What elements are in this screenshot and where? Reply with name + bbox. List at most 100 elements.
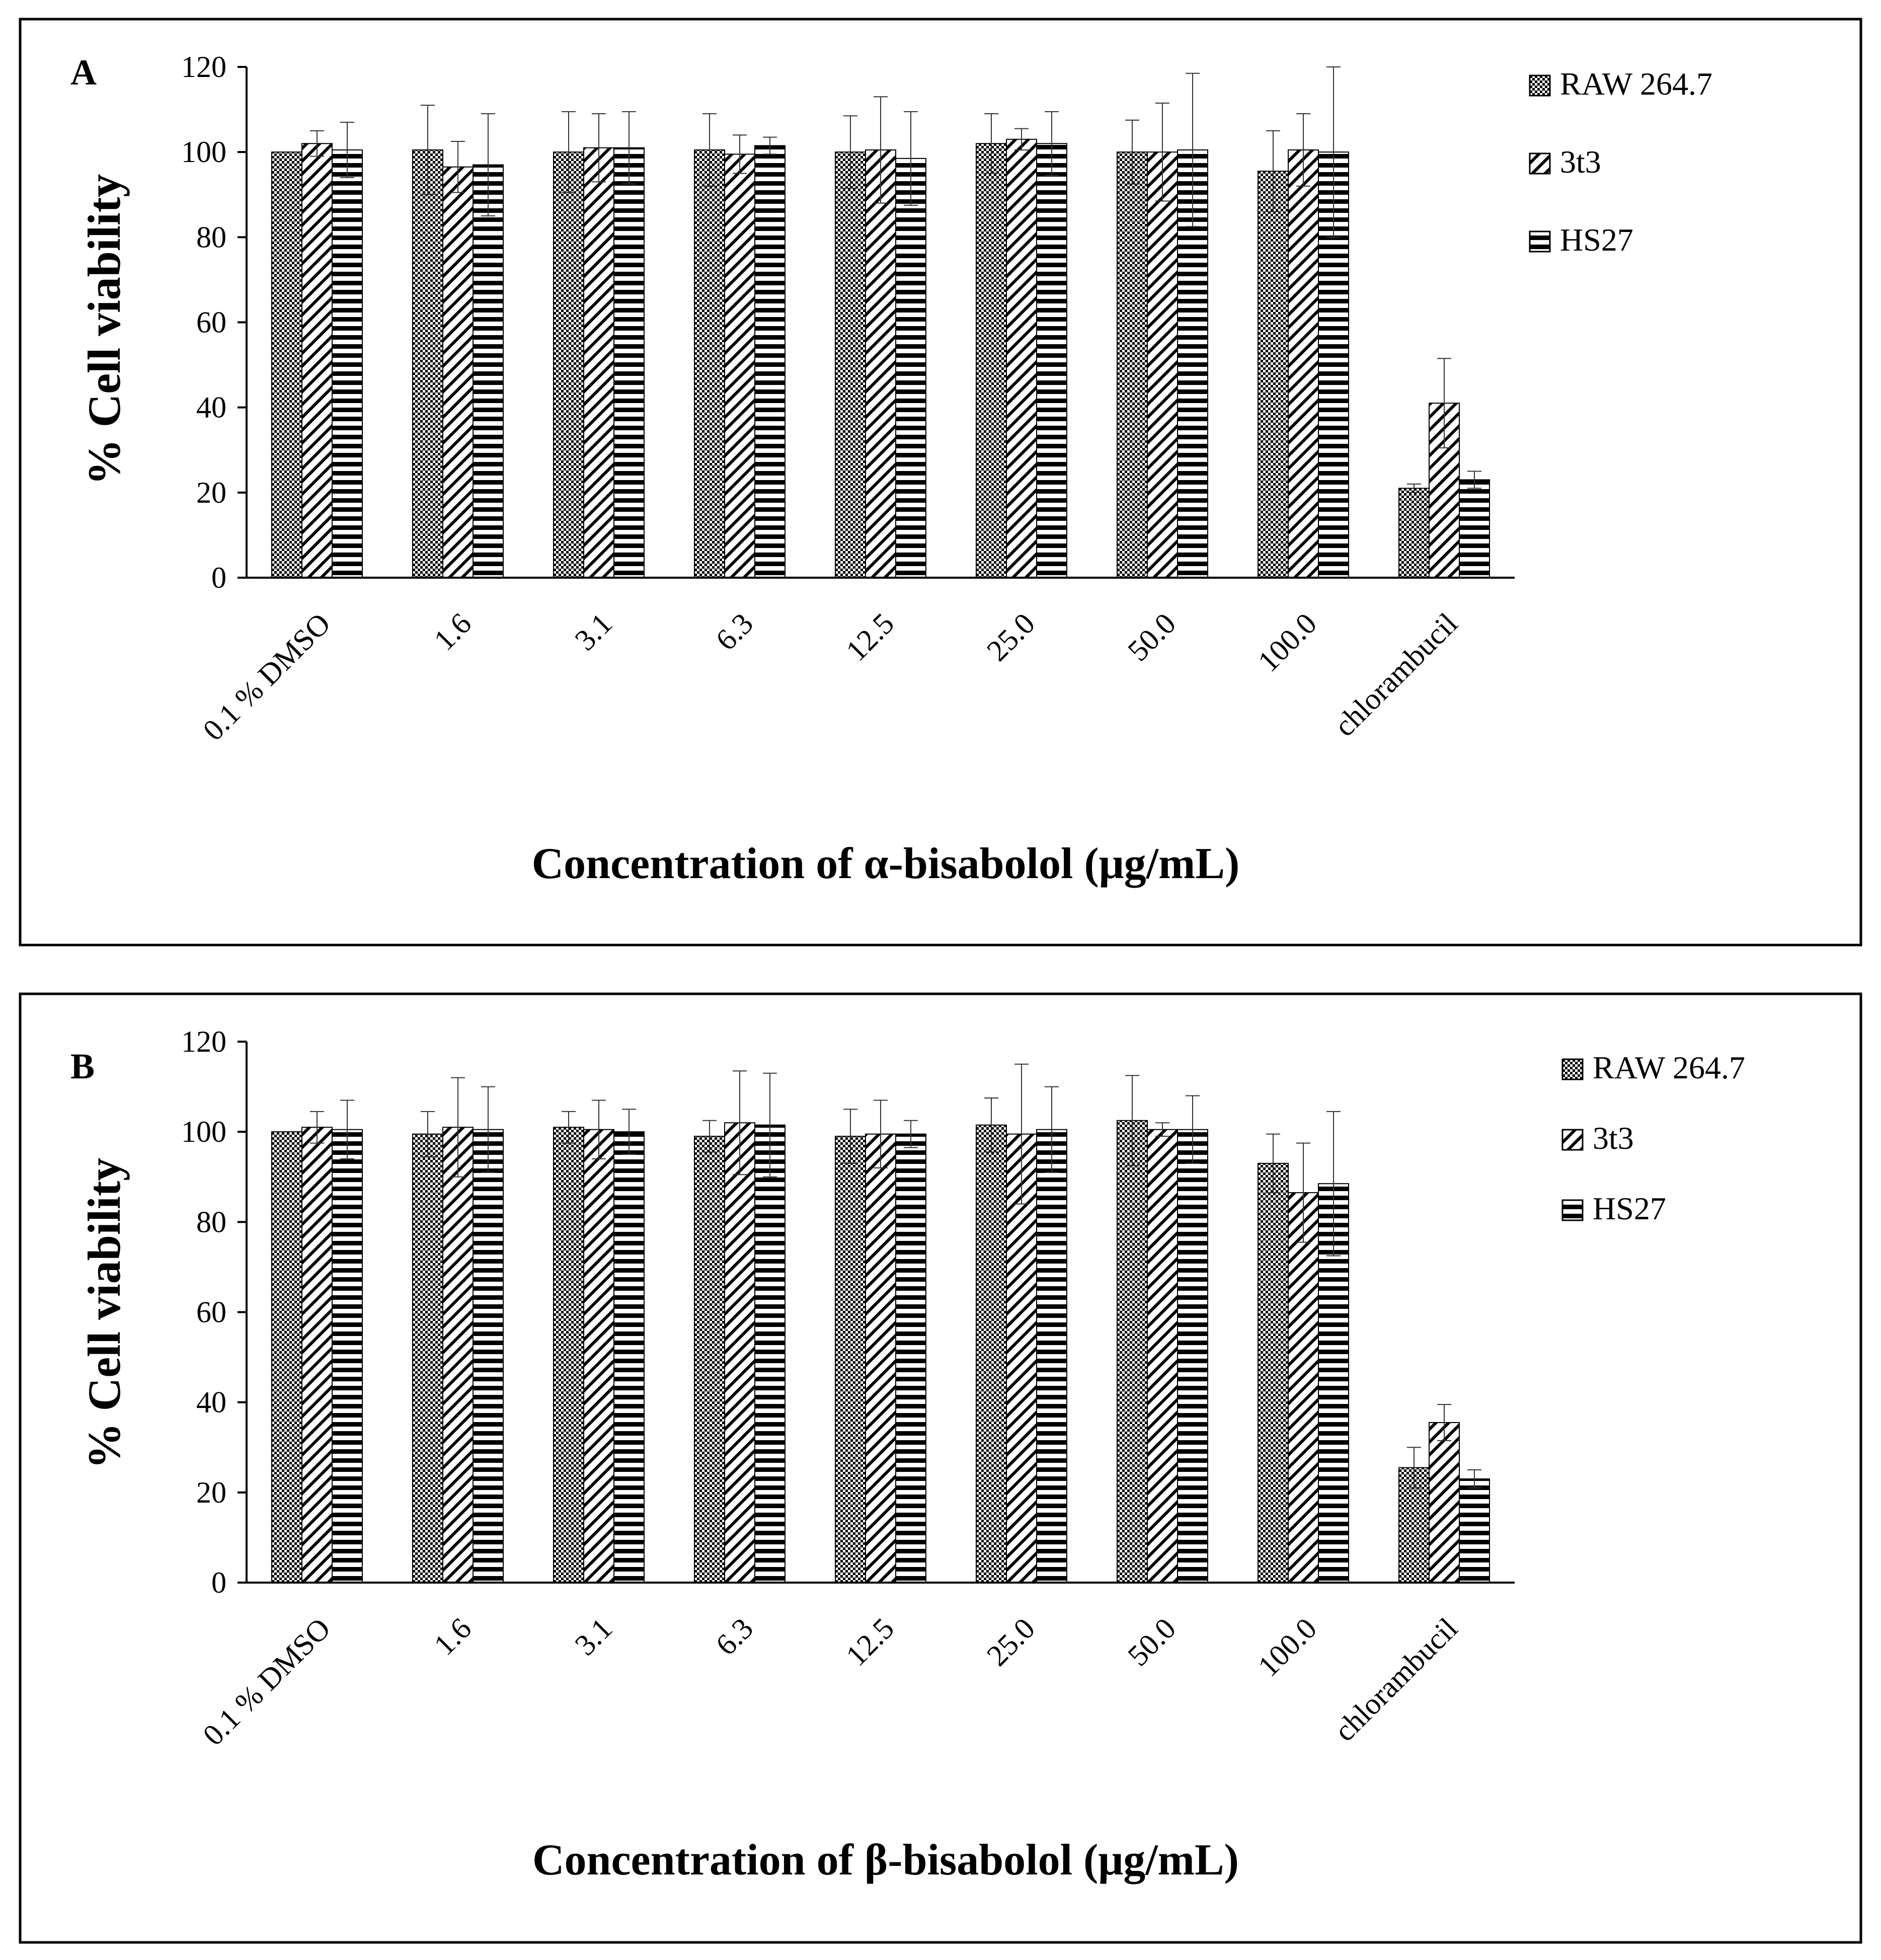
y-tick-label: 80: [196, 1205, 226, 1238]
bar-dots: [271, 1131, 302, 1584]
legend-swatch: [1529, 74, 1551, 97]
x-tick-label: 25.0: [980, 1612, 1041, 1673]
y-tick-label: 120: [181, 50, 226, 84]
legend: RAW 264.7 3t3 HS27: [1561, 1050, 1745, 1226]
panel-b: B % Cell viability Concentration of β-bi…: [19, 992, 1862, 1944]
y-tick-label: 20: [196, 476, 226, 509]
x-tick-label: 100.0: [1251, 607, 1323, 678]
bar-diagonal: [1147, 151, 1178, 578]
bar-diagonal: [583, 147, 614, 579]
bar-dots: [1258, 171, 1289, 578]
bar-diagonal: [724, 1122, 755, 1583]
bar-horizontal: [473, 1129, 504, 1583]
plot-area: 0 20 40 60 80 100 120 0.1 % DMSO 1.6 3.1 6.3 12.5 25…: [181, 1025, 1515, 1752]
x-tick-label: 25.0: [980, 607, 1041, 668]
bar-horizontal: [895, 1133, 926, 1583]
x-axis-title: Concentration of β-bisabolol (μg/mL): [532, 1836, 1239, 1885]
legend-swatch: [1561, 1199, 1584, 1221]
panel-a: A % Cell viability Concentration of α-bi…: [19, 18, 1862, 947]
legend-label: 3t3: [1560, 144, 1601, 180]
y-axis-title: % Cell viability: [79, 1158, 130, 1469]
y-tick-label: 20: [196, 1476, 226, 1509]
panel-label: B: [70, 1046, 95, 1086]
bar-diagonal: [1147, 1129, 1178, 1583]
bar-dots: [835, 1136, 866, 1583]
y-axis-title: % Cell viability: [79, 174, 130, 485]
x-tick-label: 100.0: [1251, 1612, 1323, 1683]
y-tick-label: 100: [181, 1115, 226, 1148]
bar-diagonal: [583, 1129, 614, 1583]
x-tick-label: 12.5: [839, 607, 900, 668]
y-tick-label: 60: [196, 1296, 226, 1329]
bar-dots: [553, 151, 584, 578]
x-axis-title: Concentration of α-bisabolol (μg/mL): [532, 839, 1240, 888]
bar-dots: [412, 1133, 443, 1583]
plot-area: 0 20 40 60 80 100 120 0.1 % DMSO 1.6 3.1 6.3 12.5 25…: [181, 50, 1515, 747]
bar-diagonal: [1006, 138, 1037, 578]
bar-dots: [835, 151, 866, 578]
legend-label: HS27: [1593, 1191, 1666, 1226]
x-tick-label: 0.1 % DMSO: [196, 607, 337, 747]
bar-dots: [412, 149, 443, 578]
x-tick-label: 50.0: [1121, 607, 1182, 668]
y-tick-label: 100: [181, 135, 226, 169]
legend-swatch: [1561, 1058, 1584, 1080]
x-tick-label: chlorambucil: [1328, 607, 1464, 743]
x-tick-label: 3.1: [568, 1612, 618, 1662]
bar-diagonal: [442, 166, 474, 579]
bar-horizontal: [754, 145, 786, 578]
bar-diagonal: [301, 143, 333, 578]
bar-horizontal: [1459, 479, 1490, 578]
bar-diagonal: [1429, 1422, 1460, 1584]
x-tick-label: 12.5: [839, 1612, 900, 1673]
legend-label: HS27: [1560, 222, 1633, 258]
bar-dots: [1398, 488, 1430, 578]
bar-diagonal: [865, 149, 896, 578]
panel-label: A: [70, 52, 97, 93]
bar-dots: [1117, 1120, 1148, 1583]
bar-dots: [1117, 151, 1148, 578]
bar-dots: [553, 1127, 584, 1583]
x-tick-label: 50.0: [1121, 1612, 1182, 1673]
bar-diagonal: [724, 153, 755, 579]
legend-label: 3t3: [1593, 1120, 1634, 1156]
bar-horizontal: [332, 1129, 363, 1583]
bar-horizontal: [1036, 1129, 1067, 1583]
bar-diagonal: [442, 1127, 474, 1583]
bar-horizontal: [895, 158, 926, 578]
x-tick-label: 3.1: [568, 607, 618, 657]
legend-label: RAW 264.7: [1560, 66, 1712, 102]
bar-diagonal: [301, 1127, 333, 1583]
y-tick-label: 40: [196, 391, 226, 424]
bar-dots: [976, 1124, 1007, 1584]
bar-horizontal: [332, 149, 363, 578]
bar-horizontal: [1177, 1129, 1208, 1583]
bar-horizontal: [613, 1131, 645, 1584]
bar-horizontal: [473, 164, 504, 578]
legend-label: RAW 264.7: [1593, 1050, 1745, 1085]
x-tick-label: 1.6: [427, 1612, 478, 1662]
y-tick-label: 60: [196, 306, 226, 339]
bar-horizontal: [754, 1124, 786, 1584]
bar-horizontal: [1036, 143, 1067, 578]
panel-frame: [19, 18, 1862, 947]
y-tick-label: 0: [211, 561, 226, 594]
x-tick-label: 6.3: [709, 607, 759, 657]
legend: RAW 264.7 3t3 HS27: [1529, 66, 1712, 258]
bar-diagonal: [865, 1133, 896, 1583]
y-tick-label: 0: [211, 1566, 226, 1599]
x-tick-label: chlorambucil: [1328, 1612, 1464, 1748]
legend-swatch: [1529, 152, 1551, 175]
x-tick-label: 1.6: [427, 607, 478, 657]
x-tick-label: 6.3: [709, 1612, 759, 1662]
legend-swatch: [1529, 230, 1551, 253]
legend-swatch: [1561, 1129, 1584, 1151]
bar-dots: [694, 1136, 725, 1583]
y-tick-label: 80: [196, 220, 226, 254]
y-tick-label: 120: [181, 1025, 226, 1058]
bar-diagonal: [1288, 149, 1319, 578]
x-tick-label: 0.1 % DMSO: [196, 1612, 337, 1752]
bar-dots: [1258, 1162, 1289, 1583]
bar-dots: [271, 151, 302, 578]
